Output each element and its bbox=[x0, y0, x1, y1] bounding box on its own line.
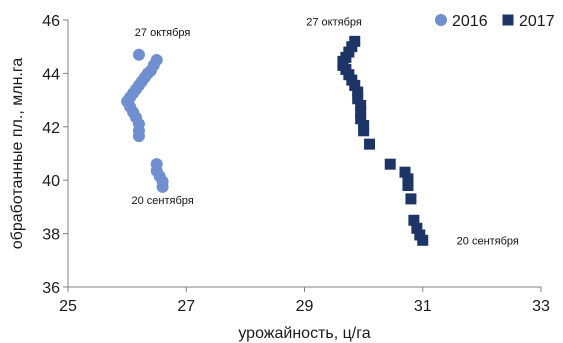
y-tick-label: 42 bbox=[42, 120, 60, 137]
point-2017 bbox=[349, 79, 361, 91]
y-tick-label: 44 bbox=[42, 66, 60, 83]
point-2017 bbox=[417, 234, 429, 246]
point-2017 bbox=[355, 99, 367, 111]
legend-marker-2017 bbox=[502, 14, 514, 26]
x-tick-label: 31 bbox=[414, 298, 432, 315]
x-axis: 25 27 29 31 33 bbox=[59, 286, 550, 315]
point-2017 bbox=[402, 173, 414, 185]
annotation-label: 20 сентября bbox=[457, 235, 519, 247]
x-tick-label: 33 bbox=[532, 298, 550, 315]
legend-label-2017: 2017 bbox=[519, 13, 555, 30]
point-2017 bbox=[411, 222, 423, 234]
annotation-layer: 27 октября 20 сентября 27 октября 20 сентяб… bbox=[131, 16, 518, 247]
point-2017 bbox=[355, 113, 367, 125]
point-2017 bbox=[399, 166, 411, 178]
x-tick-label: 25 bbox=[59, 298, 77, 315]
point-2016 bbox=[132, 130, 145, 143]
x-tick-label: 27 bbox=[177, 298, 195, 315]
legend-marker-2016 bbox=[435, 14, 447, 26]
legend-label-2016: 2016 bbox=[452, 13, 488, 30]
point-2016 bbox=[156, 180, 169, 193]
point-2017 bbox=[408, 214, 420, 226]
y-tick-label: 46 bbox=[42, 13, 60, 30]
point-2017 bbox=[352, 86, 364, 98]
y-tick-label: 38 bbox=[42, 227, 60, 244]
y-axis: 36 38 40 42 44 46 bbox=[42, 13, 69, 297]
point-2017 bbox=[405, 193, 417, 205]
series-layer bbox=[121, 35, 429, 246]
point-2017 bbox=[364, 138, 376, 150]
point-2017 bbox=[352, 93, 364, 105]
point-2017 bbox=[355, 106, 367, 118]
annotation-label: 27 октября bbox=[135, 27, 191, 39]
y-tick-label: 40 bbox=[42, 173, 60, 190]
point-2016 bbox=[132, 48, 145, 61]
annotation-label: 27 октября bbox=[306, 16, 362, 28]
point-2017 bbox=[384, 158, 396, 170]
y-axis-title: обработанные пл., млн.га bbox=[9, 58, 26, 250]
x-tick-label: 29 bbox=[296, 298, 314, 315]
x-axis-title: урожайность, ц/га bbox=[238, 325, 370, 342]
series-2017 bbox=[337, 35, 429, 246]
series-2016 bbox=[121, 48, 169, 193]
point-2017 bbox=[358, 125, 370, 137]
y-tick-label: 36 bbox=[42, 280, 60, 297]
annotation-label: 20 сентября bbox=[131, 195, 193, 207]
point-2017 bbox=[402, 180, 414, 192]
legend: 2016 2017 bbox=[435, 13, 555, 30]
